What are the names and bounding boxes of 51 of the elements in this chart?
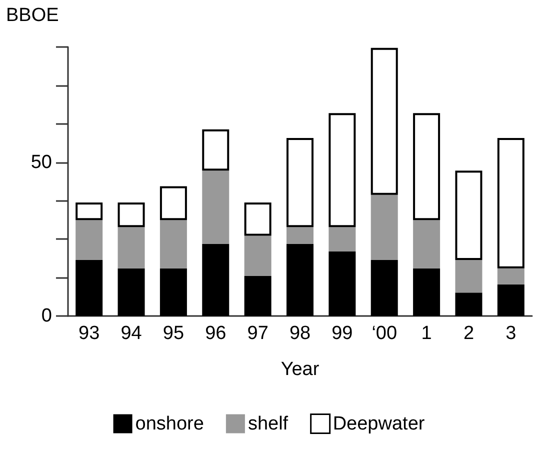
x-tick-label: 1 [421,323,432,344]
bar [497,284,524,316]
bar [160,186,187,220]
bar [286,244,314,316]
bar [244,276,272,316]
bar [328,251,356,316]
bar [413,220,440,268]
x-tick-label: 94 [120,323,142,344]
bar [160,220,187,268]
bar [76,220,103,260]
x-tick-label: 95 [162,323,184,344]
bar [118,268,145,316]
legend-label: onshore [135,413,204,434]
legend-label: shelf [248,413,289,434]
bar [202,170,230,244]
x-axis-title: Year [280,359,320,380]
bar [413,268,440,316]
y-tick-label: 0 [41,306,52,326]
bar [76,260,103,316]
bar [413,113,440,220]
y-tick-label: 50 [30,152,52,173]
bar [455,292,482,316]
bar [76,202,103,220]
x-tick-label: 97 [247,323,268,344]
bar [202,244,230,316]
y-axis-title: BBOE [6,5,59,26]
bar [497,138,524,268]
bar [455,170,482,260]
bar [455,260,482,293]
bar [286,227,314,244]
x-tick-label: 93 [78,323,100,344]
bar [202,129,230,171]
bar [328,113,356,228]
x-tick-label: 98 [289,323,311,344]
x-tick-label: 2 [463,323,474,344]
bar [370,194,398,260]
x-tick-label: 96 [205,323,226,344]
bar [328,227,356,252]
bar [286,138,314,228]
x-tick-label: 99 [332,323,353,344]
bar [497,268,524,284]
bar [160,268,187,316]
bar [370,260,398,316]
x-tick-label: 3 [506,323,516,344]
bar [118,227,145,268]
bar [118,202,145,228]
bar [244,202,272,236]
x-tick-label: ‘00 [372,323,398,344]
legend-label: Deepwater [332,413,426,434]
bar [370,48,398,195]
bar [244,236,272,276]
